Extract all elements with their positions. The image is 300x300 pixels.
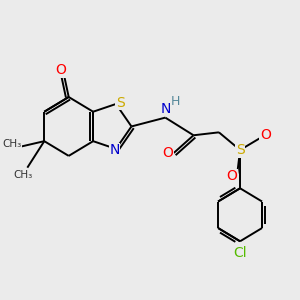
Text: CH₃: CH₃ [2,139,22,149]
Text: CH₃: CH₃ [14,170,33,180]
Text: N: N [109,143,120,158]
Text: O: O [260,128,271,142]
Text: S: S [116,95,124,110]
Text: O: O [55,64,66,77]
Text: N: N [160,102,170,116]
Text: O: O [163,146,174,160]
Text: Cl: Cl [233,246,247,260]
Text: O: O [226,169,237,184]
Text: S: S [236,143,244,157]
Text: H: H [170,95,180,108]
